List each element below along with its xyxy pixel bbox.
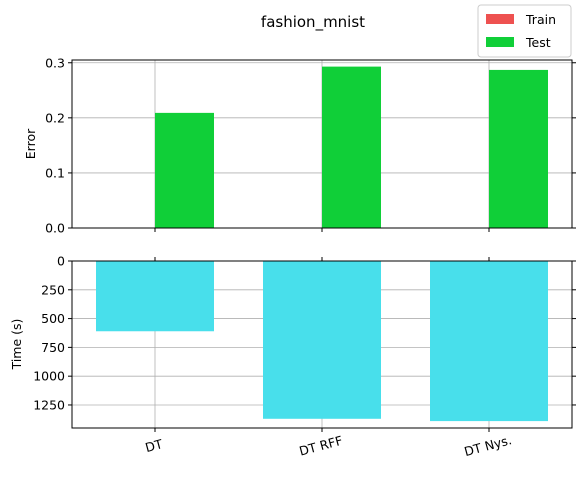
legend-box [477, 4, 572, 58]
chart-title: fashion_mnist [261, 13, 365, 32]
top-plot: 0.0 0.1 0.2 0.3 Error [23, 55, 576, 236]
bar-test-dt-rff [322, 66, 381, 228]
bottom-ytick-label: 500 [41, 311, 65, 326]
bar-time-dt [96, 261, 214, 332]
xtick-label-dt-rff: DT RFF [297, 433, 344, 459]
legend-label-test: Test [525, 35, 551, 50]
bottom-ytick-label: 250 [41, 282, 65, 297]
top-ytick-label: 0.3 [45, 55, 65, 70]
bottom-plot: 0 250 500 750 1000 1250 Time (s) [9, 254, 576, 432]
top-ytick-label: 0.1 [45, 165, 65, 180]
top-ytick-label: 0.0 [45, 221, 65, 236]
bar-time-dt-rff [263, 261, 381, 419]
bottom-ytick-label: 0 [57, 254, 65, 269]
legend-swatch-train [486, 14, 514, 24]
xtick-label-dt: DT [144, 436, 165, 455]
bottom-ytick-label: 1000 [33, 369, 65, 384]
legend-swatch-test [486, 37, 514, 47]
bar-time-dt-nys [430, 261, 548, 422]
top-ytick-label: 0.2 [45, 110, 65, 125]
bottom-ylabel: Time (s) [9, 319, 24, 371]
top-ylabel: Error [23, 128, 38, 159]
xtick-label-dt-nys: DT Nys. [462, 432, 513, 459]
legend-label-train: Train [525, 12, 556, 27]
bottom-ytick-label: 750 [41, 340, 65, 355]
bottom-ytick-label: 1250 [33, 397, 65, 412]
legend: Train Test [477, 4, 572, 58]
bar-test-dt [155, 112, 214, 228]
bar-test-dt-nys [489, 69, 548, 228]
